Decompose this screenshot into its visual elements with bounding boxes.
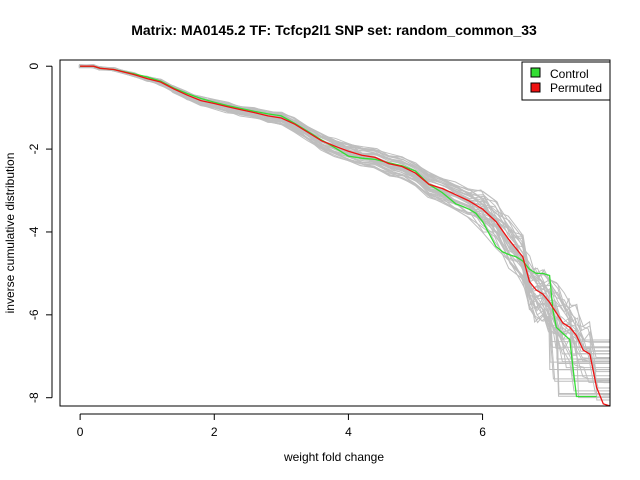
background-run-line	[80, 66, 610, 392]
legend-label-permuted: Permuted	[550, 81, 602, 95]
chart-title: Matrix: MA0145.2 TF: Tcfcp2l1 SNP set: r…	[131, 22, 537, 38]
legend-swatch-permuted	[530, 82, 541, 93]
legend: Control Permuted	[521, 61, 611, 101]
x-tick-label: 0	[77, 425, 84, 439]
y-tick-label: 0	[27, 63, 41, 70]
x-tick-label: 4	[345, 425, 352, 439]
x-axis-label: weight fold change	[283, 450, 384, 464]
series-layer	[80, 65, 611, 407]
y-axis-label: inverse cumulative distribution	[3, 153, 17, 314]
plot-box	[59, 59, 611, 407]
series-line-permuted	[80, 65, 611, 407]
series-line-control	[80, 65, 597, 398]
y-tick-label: -4	[27, 226, 41, 237]
y-tick-label: -8	[27, 392, 41, 403]
x-tick-label: 6	[479, 425, 486, 439]
y-tick-label: -2	[27, 143, 41, 154]
background-runs	[78, 64, 610, 401]
legend-label-control: Control	[550, 67, 589, 81]
background-run-line	[78, 65, 610, 355]
legend-swatch-control	[530, 67, 541, 78]
x-tick-label: 2	[211, 425, 218, 439]
y-tick-label: -6	[27, 309, 41, 320]
axes: 0 2 4 6 0 -2 -4 -6 -8	[27, 59, 611, 439]
